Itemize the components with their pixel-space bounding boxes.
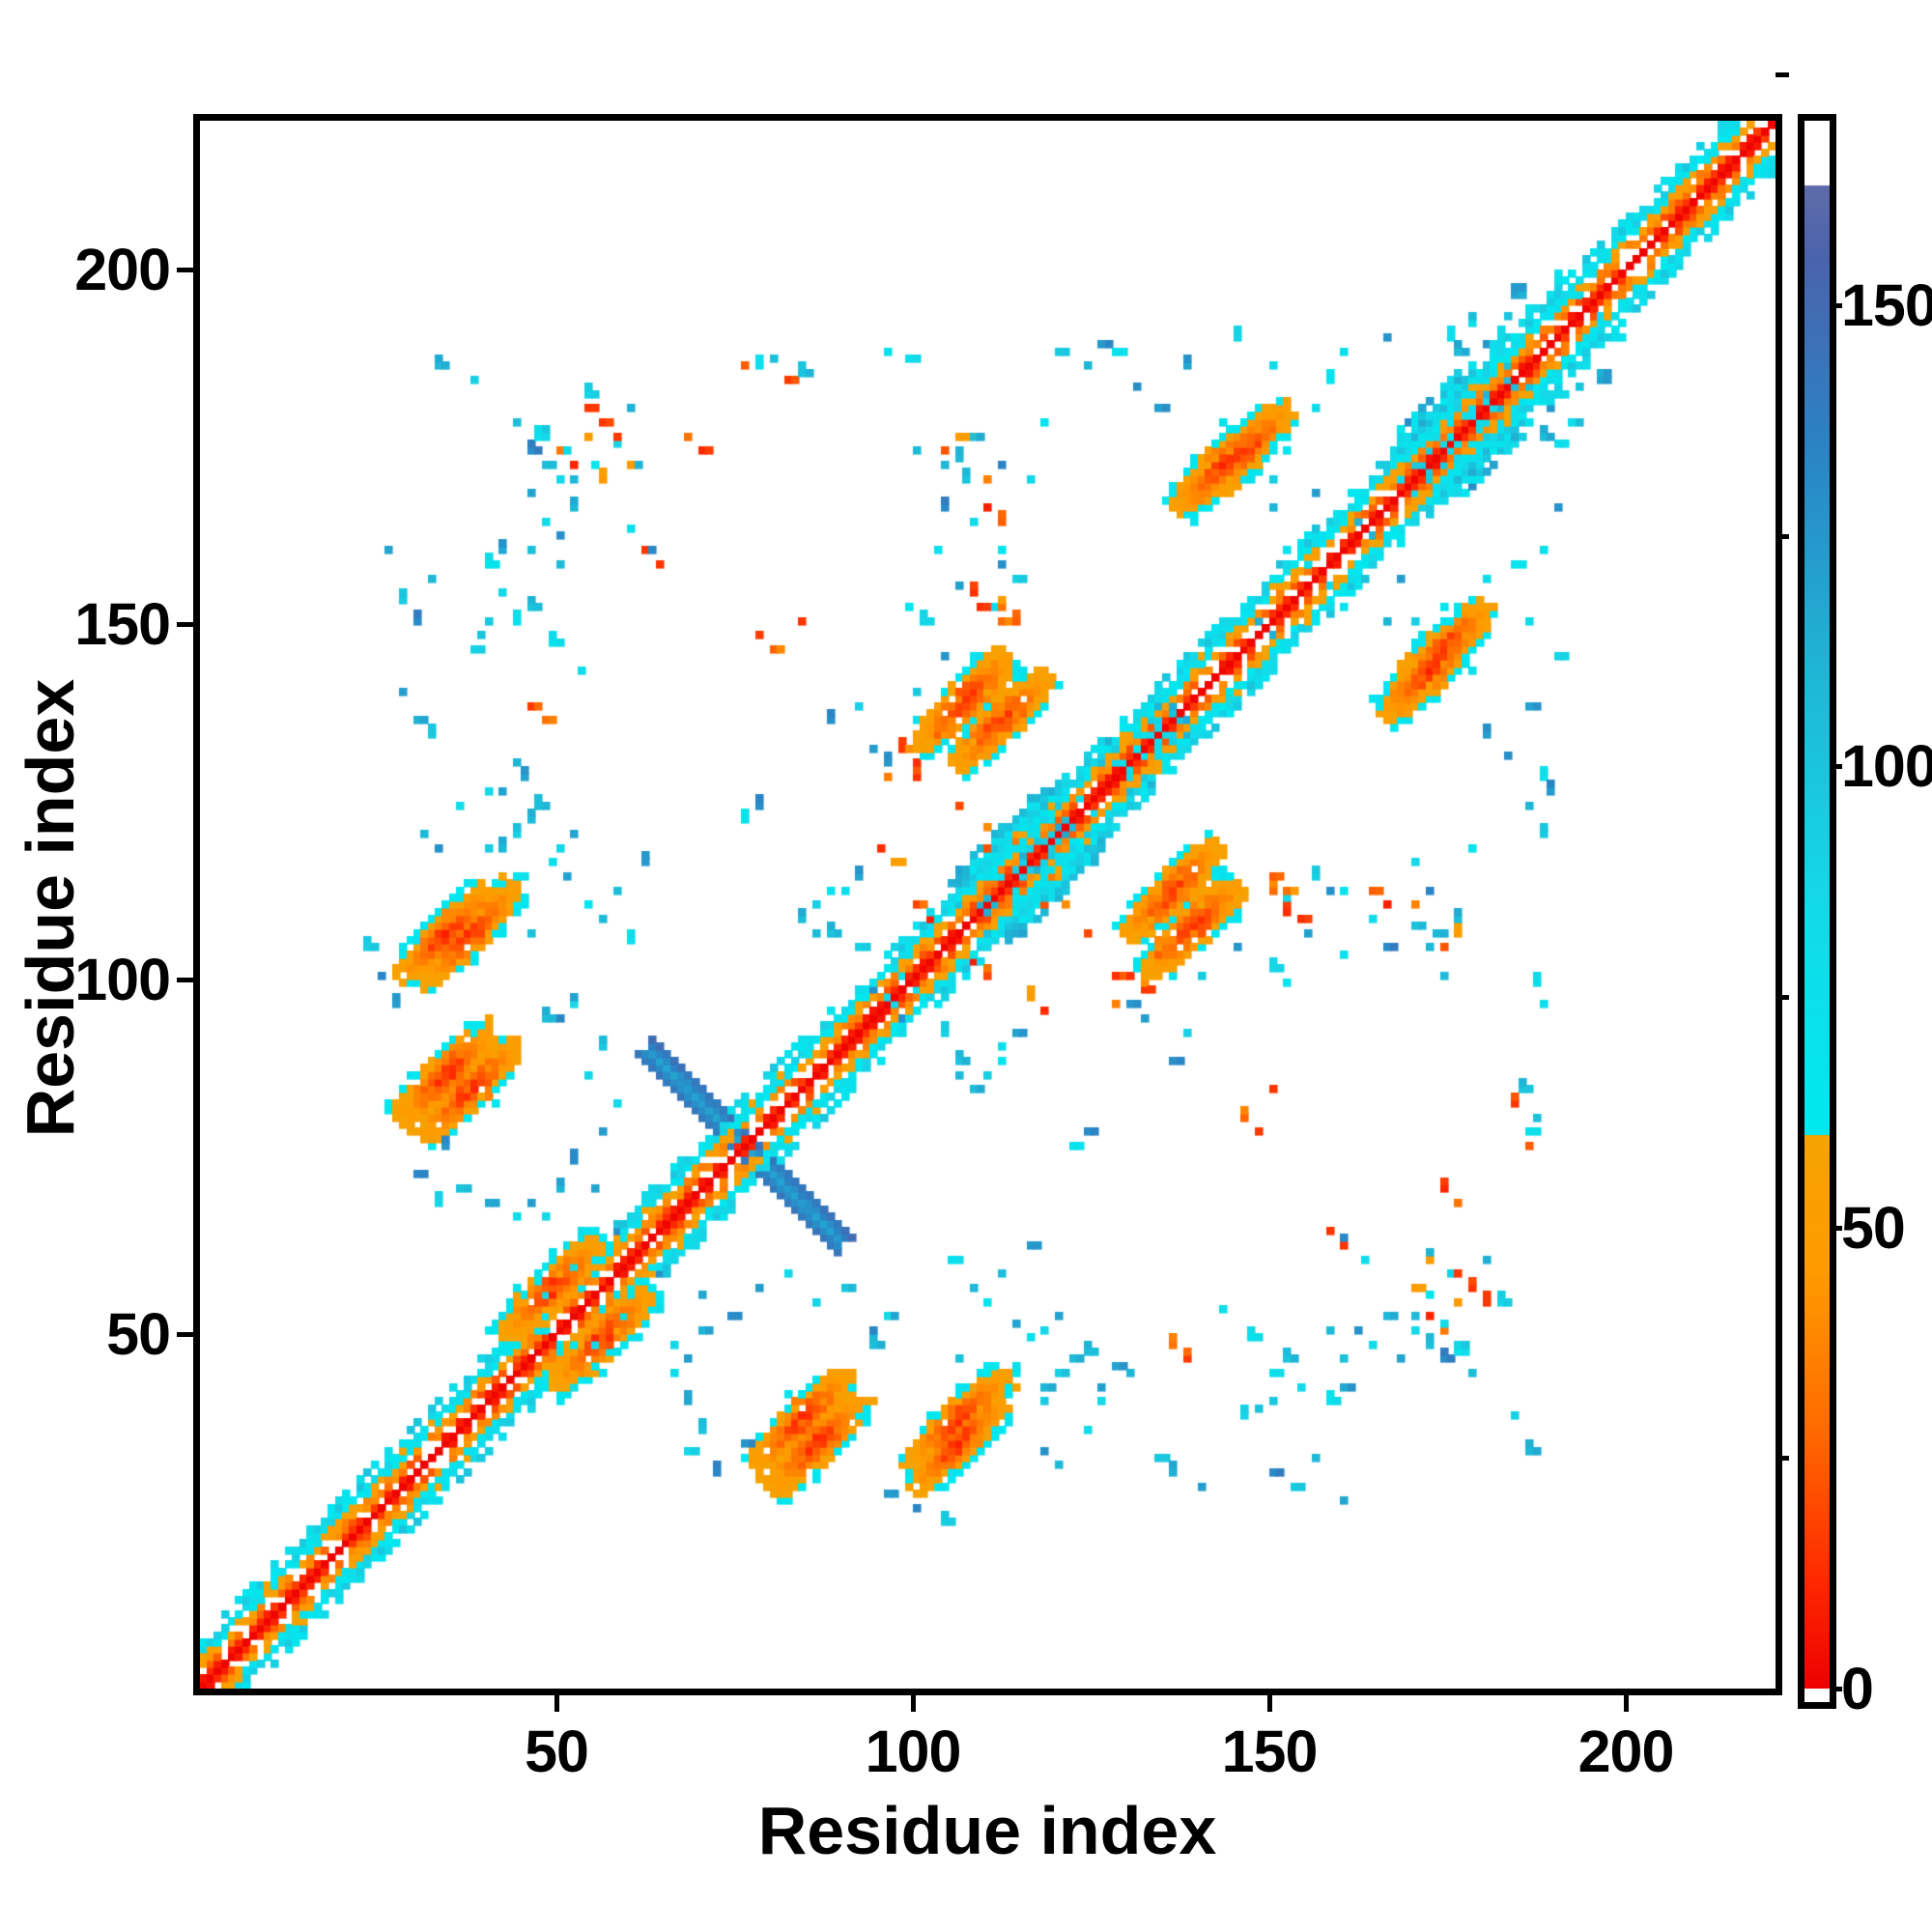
contact-map-heatmap <box>200 121 1776 1689</box>
colorbar-tick-100 <box>1830 764 1842 770</box>
colorbar <box>1798 114 1836 1709</box>
y-tick-label-150: 150 <box>74 591 171 658</box>
colorbar-tick-150 <box>1830 302 1842 308</box>
colorbar-tick-label-50: 50 <box>1841 1194 1906 1261</box>
x-tick-50 <box>554 1695 559 1712</box>
y-tick-200 <box>177 268 193 273</box>
colorbar-tick-label-150: 150 <box>1841 271 1932 338</box>
y-tick-150 <box>177 622 193 628</box>
x-tick-label-150: 150 <box>1221 1719 1319 1784</box>
x-tick-label-200: 200 <box>1577 1719 1675 1784</box>
x-tick-label-50: 50 <box>525 1719 589 1784</box>
colorbar-tick-50 <box>1830 1225 1842 1231</box>
x-axis-label: Residue index <box>757 1793 1217 1868</box>
colorbar-minor-tick <box>1776 994 1789 1000</box>
y-tick-label-200: 200 <box>74 237 171 303</box>
y-axis-label: Residue index <box>13 678 88 1138</box>
y-tick-100 <box>177 977 193 982</box>
x-tick-150 <box>1267 1695 1272 1712</box>
y-tick-label-100: 100 <box>74 946 171 1012</box>
y-tick-50 <box>177 1331 193 1337</box>
colorbar-minor-tick <box>1776 1456 1789 1462</box>
x-tick-200 <box>1624 1695 1630 1712</box>
colorbar-minor-tick <box>1776 533 1789 539</box>
x-tick-100 <box>911 1695 916 1712</box>
colorbar-tick-0 <box>1830 1687 1842 1691</box>
colorbar-minor-tick <box>1776 72 1789 78</box>
y-tick-label-50: 50 <box>106 1300 171 1367</box>
contact-map-plot-area <box>193 114 1782 1695</box>
colorbar-tick-label-0: 0 <box>1841 1656 1874 1721</box>
x-tick-label-100: 100 <box>865 1719 962 1784</box>
colorbar-tick-label-100: 100 <box>1841 733 1932 800</box>
colorbar-gradient <box>1804 121 1830 1689</box>
